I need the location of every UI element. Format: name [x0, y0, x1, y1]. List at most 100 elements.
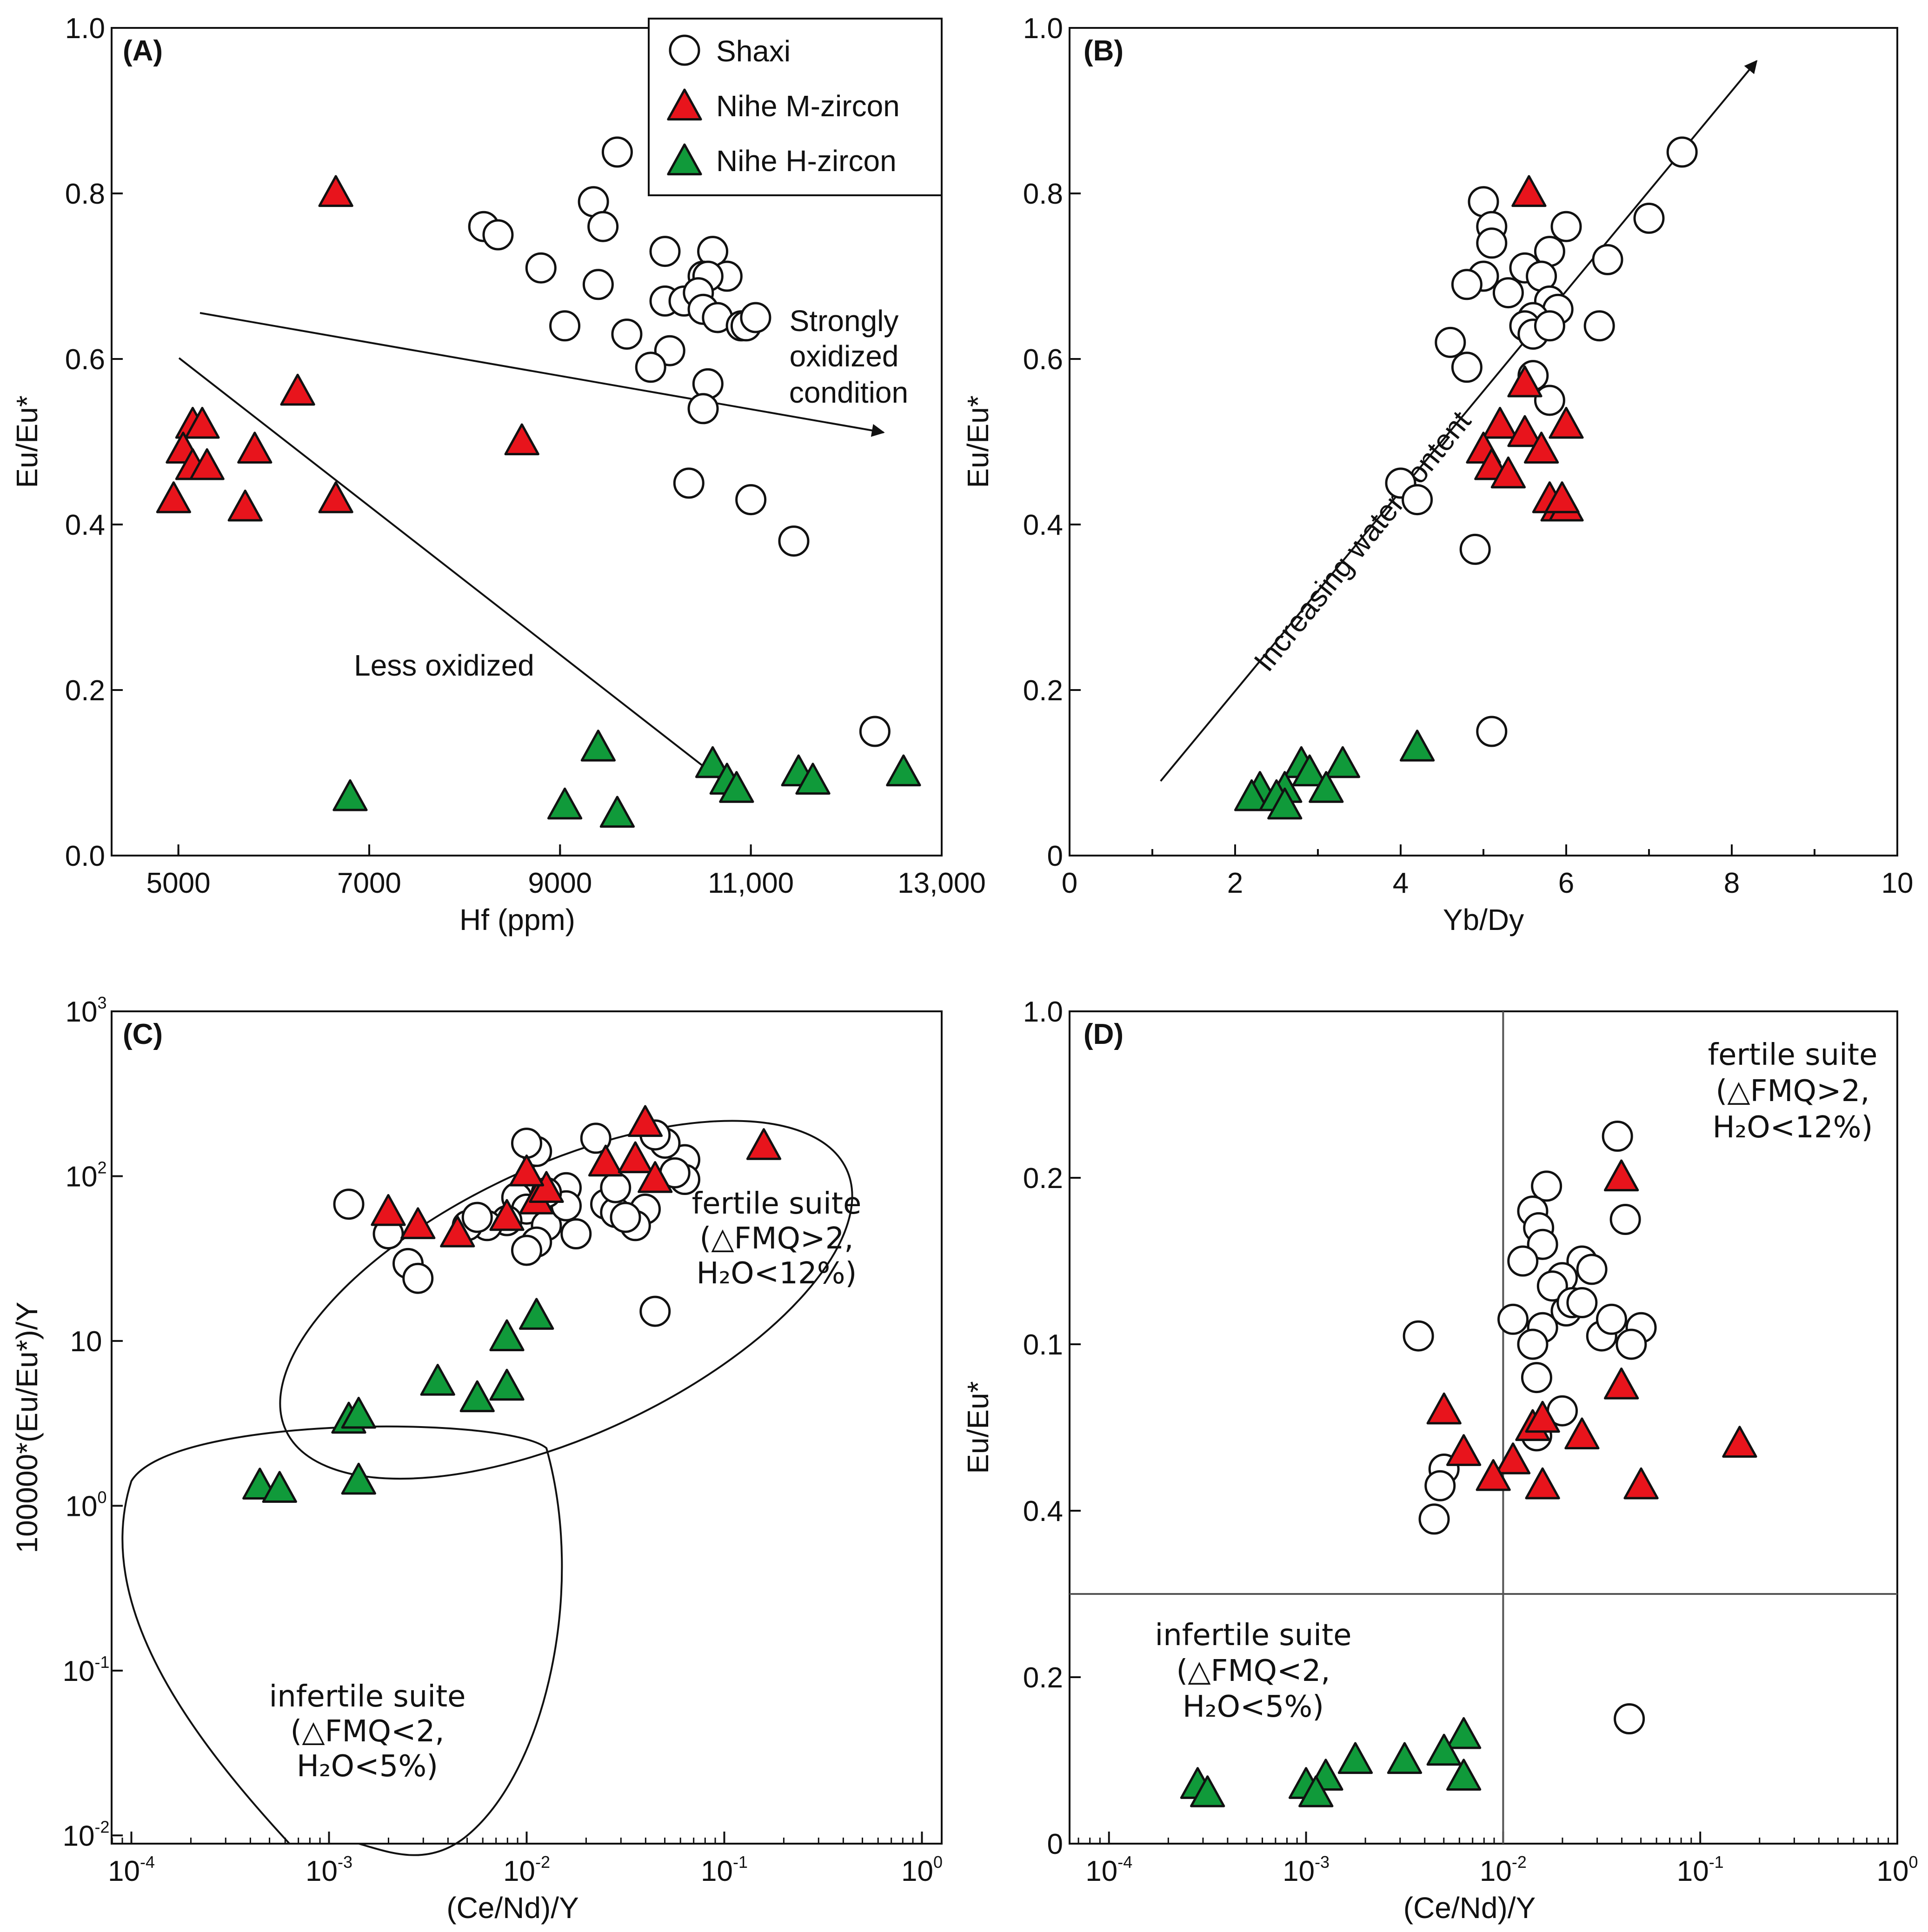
shaxi-point [1517, 1328, 1549, 1360]
shaxi-point [1521, 1362, 1552, 1394]
nihe-h-point [580, 730, 616, 762]
nihe-m-point [189, 448, 225, 480]
panel-a: 5000 7000 9000 11,000 13,000 0.0 0.2 0.4 0.6 0.8 1… [10, 13, 986, 936]
nihe-m-point [529, 1171, 564, 1203]
nihe-m-point [227, 489, 263, 522]
shaxi-point [402, 1262, 434, 1294]
nihe-h-point [459, 1380, 495, 1413]
nihe-m-point [1525, 1401, 1560, 1433]
annotation-infertile-h2o: H₂O<5%) [297, 1749, 438, 1784]
shaxi-point [1536, 1270, 1568, 1302]
annotation-fertile: fertile suite [692, 1187, 862, 1221]
shaxi-point [639, 1295, 671, 1327]
nihe-h-point [519, 1298, 554, 1330]
x-tick-label: 8 [1724, 867, 1740, 899]
legend-label: Shaxi [716, 34, 791, 68]
nihe-h-point [1309, 771, 1344, 803]
nihe-h-point [420, 1364, 455, 1396]
nihe-h-point [547, 787, 583, 820]
y-tick-label: 10-2 [63, 1817, 110, 1852]
shaxi-point [511, 1235, 542, 1266]
shaxi-point [525, 252, 557, 284]
nihe-m-point [371, 1194, 406, 1226]
annotation-infertile: infertile suite [1155, 1618, 1351, 1653]
nihe-h-point [1387, 1742, 1423, 1774]
nihe-m-point [1604, 1159, 1639, 1192]
x-tick-label: 10-1 [1677, 1852, 1724, 1887]
nihe-m-point [400, 1207, 436, 1239]
strongly-oxidized-arrow [199, 312, 885, 437]
shaxi-point [582, 269, 614, 300]
x-tick-label: 5000 [146, 867, 211, 899]
nihe-m-point [1523, 432, 1559, 464]
y-axis-label: 100000*(Eu/Eu*)/Y [10, 1302, 44, 1554]
shaxi-point [461, 1202, 493, 1233]
x-tick-label: 10-1 [701, 1852, 748, 1887]
x-tick-label: 100 [901, 1852, 943, 1887]
shaxi-point [610, 1202, 641, 1233]
y-tick-label: 100 [66, 1487, 107, 1522]
nihe-m-point [1604, 1368, 1639, 1400]
nihe-h-point [719, 771, 754, 803]
x-tick-label: 10 [1881, 867, 1914, 899]
shaxi-point [1602, 1121, 1633, 1152]
shaxi-point [1476, 716, 1508, 747]
shaxi-point [333, 1188, 365, 1220]
x-tick-label: 10-4 [1085, 1852, 1132, 1887]
shaxi-point [549, 310, 581, 342]
annotation-less-oxidized: Less oxidized [354, 649, 534, 682]
shaxi-point [587, 211, 619, 242]
y-tick-label: 0.4 [65, 509, 105, 541]
nihe-m-point [280, 373, 315, 406]
y-tick-label: 0.2 [65, 675, 105, 707]
nihe-m-point [1446, 1434, 1482, 1466]
fertile-field [279, 1120, 853, 1480]
nihe-m-point [1426, 1392, 1462, 1425]
nihe-m-point [618, 1141, 653, 1174]
nihe-m-point [318, 175, 353, 207]
y-axis-label: Eu/Eu* [961, 395, 995, 488]
shaxi-point [1550, 211, 1582, 242]
nihe-m-point [638, 1161, 673, 1193]
y-tick-label: 0 [1047, 1828, 1063, 1860]
nihe-m-point [1623, 1467, 1659, 1500]
y-tick-label: 0.4 [1023, 509, 1063, 541]
shaxi-point [1476, 227, 1508, 259]
nihe-h-point [341, 1462, 376, 1495]
shaxi-point [1451, 352, 1483, 383]
nihe-h-point [695, 746, 731, 778]
shaxi-point [1576, 1254, 1608, 1285]
y-tick-label: 0.2 [1023, 1162, 1063, 1195]
x-tick-label: 13,000 [898, 867, 986, 899]
nihe-h-point [795, 763, 831, 795]
x-tick-label: 7000 [337, 867, 401, 899]
nihe-m-point [237, 432, 273, 464]
water-content-arrow [1160, 60, 1758, 782]
nihe-m-point [185, 406, 220, 439]
shaxi-point [1583, 310, 1615, 342]
shaxi-point [1534, 310, 1565, 342]
y-tick-label: 0 [1047, 840, 1063, 872]
nihe-h-point [341, 1396, 376, 1429]
nihe-m-point [1544, 481, 1580, 513]
nihe-m-point [746, 1128, 782, 1160]
annotation-condition: condition [789, 376, 908, 409]
y-tick-label: 0.2 [1023, 1662, 1063, 1694]
nihe-m-point [440, 1215, 475, 1248]
nihe-m-point [504, 423, 539, 456]
panel-a-frame [111, 27, 943, 856]
x-axis-label: Yb/Dy [1443, 903, 1524, 936]
y-tick-label: 10 [70, 1326, 102, 1358]
shaxi-point [1403, 1320, 1434, 1352]
nihe-h-point [262, 1471, 297, 1503]
nihe-h-point [1190, 1775, 1225, 1807]
x-tick-label: 2 [1227, 867, 1243, 899]
shaxi-point [611, 319, 643, 350]
nihe-h-point [1325, 746, 1361, 778]
nihe-h-point [1426, 1733, 1462, 1766]
y-tick-label: 1.0 [1023, 996, 1063, 1028]
nihe-m-point [318, 481, 353, 513]
shaxi-point [1531, 1170, 1562, 1202]
shaxi-point [560, 1218, 592, 1250]
